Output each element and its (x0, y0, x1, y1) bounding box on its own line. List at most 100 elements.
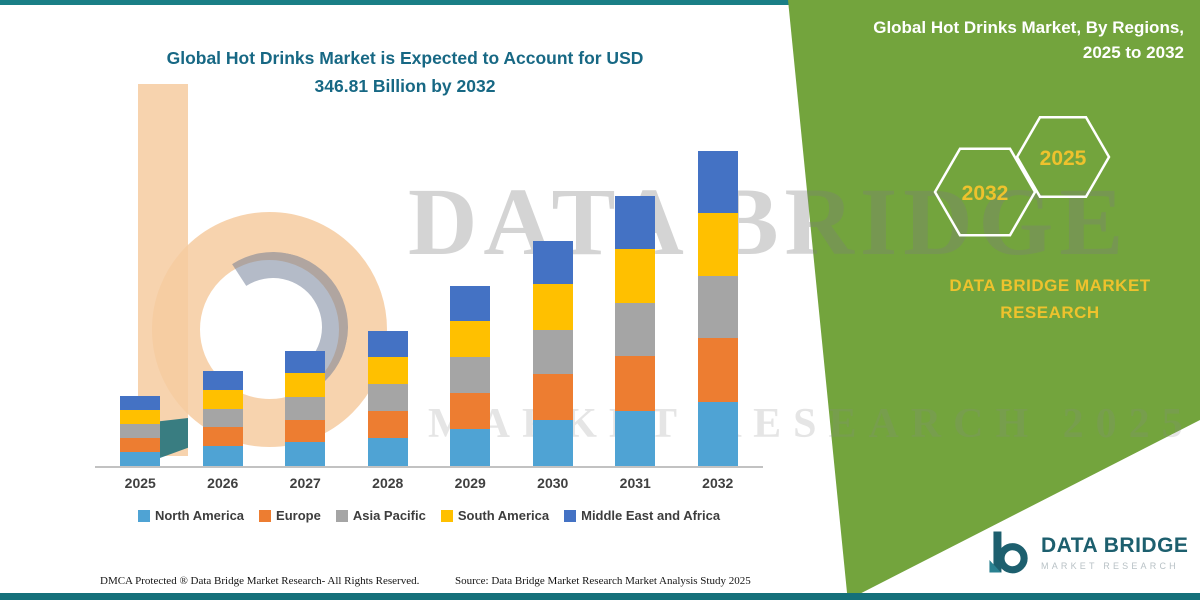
bar-segment-middle-east-and-africa (367, 330, 408, 358)
bar-segment-middle-east-and-africa (697, 150, 738, 213)
logo-texts: DATA BRIDGE MARKET RESEARCH (1041, 534, 1188, 571)
legend-label: South America (457, 508, 550, 523)
bar-segment-south-america (697, 212, 738, 277)
side-panel-title: Global Hot Drinks Market, By Regions, 20… (794, 16, 1184, 65)
bar-segment-asia-pacific (285, 397, 326, 420)
watermark-text-primary: DATA BRIDGE (408, 168, 1130, 275)
bar-segment-middle-east-and-africa (615, 196, 656, 249)
bar-segment-europe (120, 437, 161, 452)
bar-column-2032 (677, 150, 760, 466)
hexagon-badges: 2032 2025 (933, 115, 1111, 237)
legend-item: Europe (259, 508, 321, 523)
bar-column-2030 (512, 240, 595, 466)
bar-column-2031 (594, 196, 677, 466)
bar-column-2028 (347, 330, 430, 466)
bar-segment-europe (615, 356, 656, 411)
x-axis-label: 2031 (619, 475, 651, 491)
stacked-bar-2026 (202, 370, 243, 466)
data-bridge-logo-icon (989, 531, 1028, 574)
bar-segment-north-america (532, 419, 573, 466)
stacked-bar-2030 (532, 240, 573, 466)
bar-segment-middle-east-and-africa (532, 240, 573, 285)
top-accent-strip (0, 0, 1200, 5)
chart-title-line1: Global Hot Drinks Market is Expected to … (166, 48, 644, 68)
legend-swatch-icon (259, 509, 272, 522)
bar-segment-south-america (285, 373, 326, 398)
company-logo: DATA BRIDGE MARKET RESEARCH (985, 528, 1188, 576)
stacked-bar-2025 (120, 396, 161, 466)
x-axis-label: 2028 (372, 475, 404, 491)
bar-segment-south-america (615, 248, 656, 304)
legend-label: Europe (276, 508, 321, 523)
hexagon-2032-icon (933, 147, 1037, 237)
side-panel-title-line1: Global Hot Drinks Market, By Regions, (873, 18, 1184, 37)
bar-segment-middle-east-and-africa (120, 396, 161, 410)
bar-column-2025 (99, 396, 182, 466)
bar-segment-europe (450, 392, 491, 429)
bar-segment-asia-pacific (202, 408, 243, 427)
stacked-bar-2029 (450, 286, 491, 466)
bar-segment-asia-pacific (532, 329, 573, 375)
legend-swatch-icon (335, 509, 348, 522)
chart-title-line2: 346.81 Billion by 2032 (314, 76, 496, 96)
legend-item: Asia Pacific (335, 508, 426, 523)
brand-line2: RESEARCH (1000, 303, 1100, 323)
legend-item: North America (137, 508, 245, 523)
source-note: Source: Data Bridge Market Research Mark… (455, 575, 751, 587)
bar-segment-europe (202, 426, 243, 446)
bar-column-2027 (264, 350, 347, 466)
bar-segment-europe (285, 419, 326, 443)
bar-segment-asia-pacific (450, 357, 491, 393)
bar-segment-middle-east-and-africa (450, 286, 491, 321)
bar-segment-south-america (367, 357, 408, 385)
bar-segment-middle-east-and-africa (285, 350, 326, 374)
bar-segment-asia-pacific (615, 303, 656, 357)
legend-label: Asia Pacific (352, 508, 426, 523)
bar-segment-asia-pacific (697, 276, 738, 338)
x-axis-label: 2032 (702, 475, 734, 491)
stacked-bar-2032 (697, 150, 738, 466)
bar-segment-north-america (285, 442, 326, 466)
hexagon-back-year: 2032 (962, 182, 1009, 205)
bar-segment-north-america (367, 437, 408, 466)
bar-segment-asia-pacific (120, 424, 161, 438)
stacked-bar-2028 (367, 330, 408, 466)
bar-segment-europe (532, 374, 573, 420)
logo-subtitle: MARKET RESEARCH (1041, 560, 1179, 571)
legend-label: North America (154, 508, 245, 523)
brand-line1: DATA BRIDGE MARKET (949, 276, 1151, 295)
hexagon-2025-icon (1015, 115, 1111, 199)
bar-segment-south-america (532, 284, 573, 330)
hexagon-front-year: 2025 (1040, 147, 1087, 170)
bottom-accent-strip (0, 593, 1200, 600)
x-axis-label: 2029 (454, 475, 486, 491)
chart-title: Global Hot Drinks Market is Expected to … (75, 44, 735, 100)
bar-segment-europe (697, 337, 738, 402)
bar-segment-south-america (450, 320, 491, 358)
stacked-bar-2031 (615, 196, 656, 466)
dmca-notice: DMCA Protected ® Data Bridge Market Rese… (100, 575, 420, 587)
x-axis-label: 2026 (207, 475, 239, 491)
bar-column-2029 (429, 286, 512, 466)
bar-segment-north-america (450, 428, 491, 466)
bar-segment-south-america (202, 389, 243, 409)
logo-b-wedge (989, 560, 1001, 573)
x-axis-label: 2025 (124, 475, 156, 491)
bar-segment-south-america (120, 409, 161, 425)
side-panel-title-line2: 2025 to 2032 (1082, 42, 1184, 62)
bar-segment-north-america (202, 446, 243, 466)
bar-segment-north-america (615, 410, 656, 466)
stacked-bar-2027 (285, 350, 326, 466)
legend-swatch-icon (137, 509, 150, 522)
legend-swatch-icon (440, 509, 453, 522)
bar-segment-north-america (697, 401, 738, 466)
chart-legend: North America Europe Asia Pacific South Ame… (95, 508, 763, 523)
x-axis-label: 2027 (289, 475, 321, 491)
bar-chart: 2025 2026 2027 2028 2029 2030 2031 2032 North A… (95, 126, 763, 523)
legend-label: Middle East and Africa (581, 508, 721, 523)
bar-segment-asia-pacific (367, 384, 408, 411)
legend-item: Middle East and Africa (564, 508, 720, 523)
bar-column-2026 (182, 370, 265, 466)
legend-swatch-icon (564, 509, 577, 522)
